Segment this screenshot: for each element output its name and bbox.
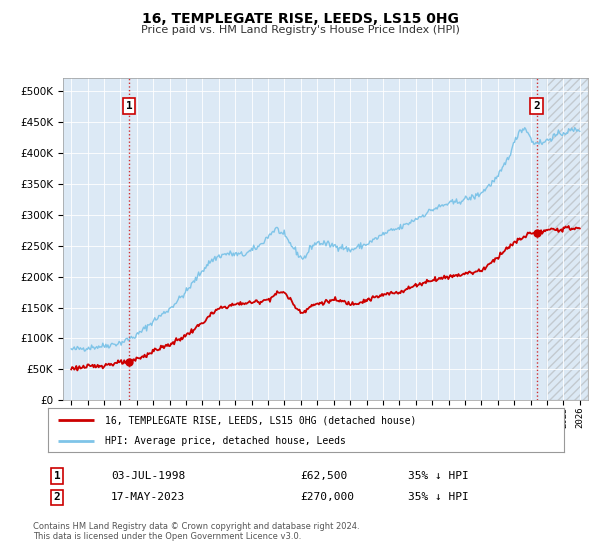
Text: Price paid vs. HM Land Registry's House Price Index (HPI): Price paid vs. HM Land Registry's House …	[140, 25, 460, 35]
Text: HPI: Average price, detached house, Leeds: HPI: Average price, detached house, Leed…	[105, 436, 346, 446]
Text: 35% ↓ HPI: 35% ↓ HPI	[408, 471, 469, 481]
Text: 16, TEMPLEGATE RISE, LEEDS, LS15 0HG (detached house): 16, TEMPLEGATE RISE, LEEDS, LS15 0HG (de…	[105, 415, 416, 425]
Text: £270,000: £270,000	[300, 492, 354, 502]
Text: Contains HM Land Registry data © Crown copyright and database right 2024.
This d: Contains HM Land Registry data © Crown c…	[33, 522, 359, 542]
Text: 2: 2	[53, 492, 61, 502]
Text: 2: 2	[533, 101, 540, 111]
Text: 1: 1	[53, 471, 61, 481]
Text: 17-MAY-2023: 17-MAY-2023	[111, 492, 185, 502]
Text: 16, TEMPLEGATE RISE, LEEDS, LS15 0HG: 16, TEMPLEGATE RISE, LEEDS, LS15 0HG	[142, 12, 458, 26]
Text: 03-JUL-1998: 03-JUL-1998	[111, 471, 185, 481]
Text: £62,500: £62,500	[300, 471, 347, 481]
Text: 35% ↓ HPI: 35% ↓ HPI	[408, 492, 469, 502]
Text: 1: 1	[126, 101, 133, 111]
